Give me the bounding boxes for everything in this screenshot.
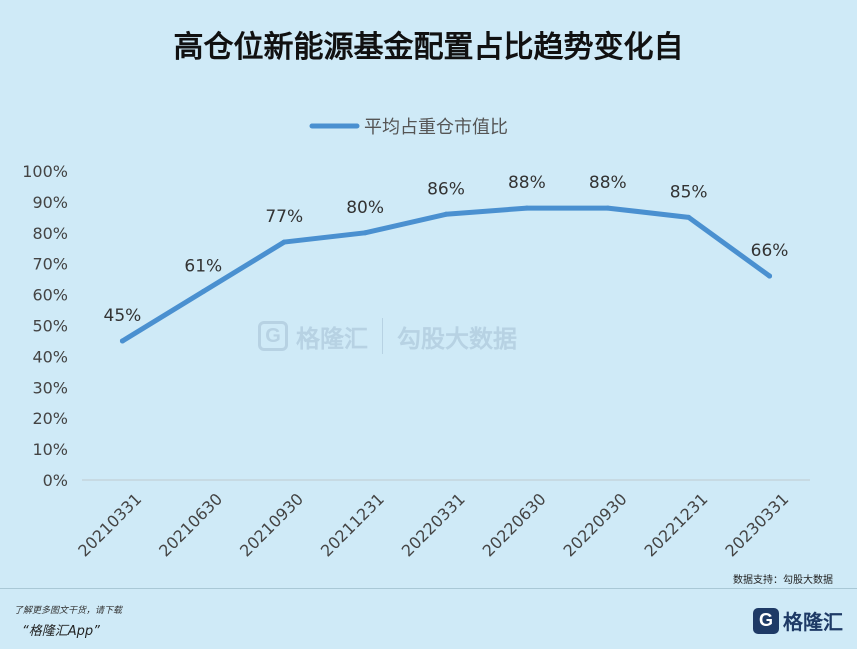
- data-point: [281, 239, 287, 245]
- data-label: 85%: [670, 182, 708, 202]
- y-tick-label: 0%: [43, 471, 68, 490]
- watermark-logo-icon: G: [258, 321, 288, 351]
- x-tick-label: 20220630: [479, 489, 550, 560]
- data-label: 86%: [427, 179, 465, 199]
- watermark-brand: 格隆汇: [296, 324, 368, 353]
- data-label: 80%: [346, 198, 384, 218]
- y-tick-label: 80%: [32, 224, 68, 243]
- footer-brand: G 格隆汇: [753, 606, 843, 635]
- footer-note: 了解更多图文干货，请下载: [14, 606, 123, 616]
- data-point: [767, 273, 773, 279]
- data-label: 77%: [265, 207, 303, 227]
- x-tick-label: 20210630: [155, 489, 226, 560]
- y-tick-label: 20%: [32, 409, 68, 428]
- y-tick-label: 90%: [32, 193, 68, 212]
- data-point: [605, 205, 611, 211]
- legend-label: 平均占重仓市值比: [364, 117, 508, 138]
- y-tick-label: 50%: [32, 317, 68, 336]
- y-tick-label: 60%: [32, 286, 68, 305]
- data-point: [443, 211, 449, 217]
- data-label: 61%: [184, 257, 222, 277]
- data-point: [686, 214, 692, 220]
- data-label: 45%: [104, 306, 142, 326]
- x-tick-label: 20230331: [721, 489, 792, 560]
- x-tick-label: 20211231: [317, 489, 388, 560]
- data-label: 66%: [751, 241, 789, 261]
- x-tick-label: 20210331: [74, 489, 145, 560]
- x-tick-label: 20210930: [236, 489, 307, 560]
- y-tick-label: 100%: [22, 162, 68, 181]
- x-tick-label: 20220331: [398, 489, 469, 560]
- y-tick-label: 10%: [32, 440, 68, 459]
- brand-name: 格隆汇: [783, 610, 843, 634]
- footer-divider: [0, 588, 857, 589]
- data-label: 88%: [508, 173, 546, 193]
- chart-title: 高仓位新能源基金配置占比趋势变化自: [173, 30, 684, 65]
- footer-app-name: “格隆汇App”: [22, 624, 100, 639]
- y-tick-label: 70%: [32, 255, 68, 274]
- y-tick-label: 40%: [32, 347, 68, 366]
- data-point: [200, 289, 206, 295]
- watermark-divider: [382, 318, 383, 354]
- line-chart: 平均占重仓市值比 0% 10% 20% 30% 40% 50% 60% 70% 80% 90% 100…: [22, 117, 810, 560]
- data-point: [362, 230, 368, 236]
- data-point: [119, 338, 125, 344]
- x-tick-label: 20220930: [560, 489, 631, 560]
- data-label: 88%: [589, 173, 627, 193]
- brand-logo-icon: G: [753, 607, 779, 634]
- watermark: G 格隆汇 勾股大数据: [258, 318, 517, 354]
- y-tick-label: 30%: [32, 378, 68, 397]
- data-point: [524, 205, 530, 211]
- watermark-text: 勾股大数据: [397, 324, 517, 353]
- data-source: 数据支持：勾股大数据: [733, 575, 833, 586]
- x-tick-label: 20221231: [640, 489, 711, 560]
